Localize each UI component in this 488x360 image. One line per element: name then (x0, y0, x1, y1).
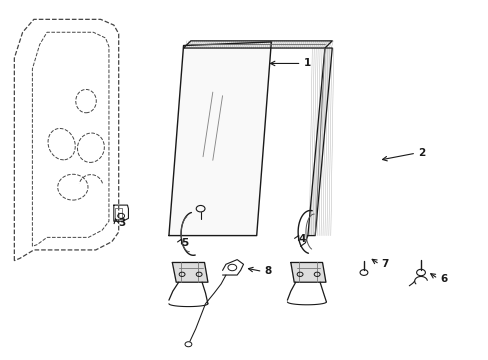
Text: 7: 7 (381, 259, 388, 269)
Text: 2: 2 (417, 148, 425, 158)
Text: 5: 5 (181, 238, 188, 248)
Text: 8: 8 (264, 266, 271, 276)
Polygon shape (290, 262, 325, 282)
Text: 6: 6 (439, 274, 447, 284)
Polygon shape (168, 42, 271, 235)
Polygon shape (307, 48, 331, 235)
Polygon shape (172, 262, 207, 282)
Text: 4: 4 (298, 234, 305, 244)
Text: 1: 1 (303, 58, 310, 68)
Polygon shape (183, 41, 331, 48)
Text: 3: 3 (118, 218, 125, 228)
